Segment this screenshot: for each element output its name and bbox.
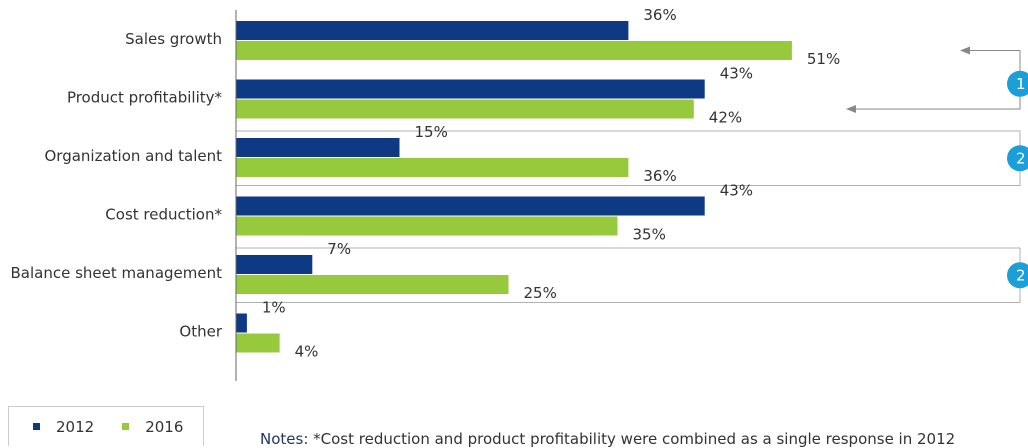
legend-swatch-2012: [33, 423, 40, 430]
value-label-2012-balance-sheet-management: 7%: [327, 240, 351, 258]
annotation-arrowhead-bottom: [846, 105, 856, 113]
annotation-badge-label-0: 1: [1016, 75, 1026, 93]
category-label-product-profitability: Product profitability*: [67, 89, 223, 107]
notes-text: *Cost reduction and product profitabilit…: [308, 430, 956, 448]
bar-2012-product-profitability: [236, 79, 705, 99]
bar-2012-balance-sheet-management: [236, 255, 313, 274]
bar-2016-cost-reduction: [236, 216, 618, 236]
annotation-bracket: [852, 50, 1021, 110]
category-label-other: Other: [179, 323, 222, 341]
bar-2012-other: [236, 313, 247, 333]
category-label-sales-growth: Sales growth: [125, 30, 222, 48]
value-label-2012-other: 1%: [262, 299, 286, 317]
bar-2016-balance-sheet-management: [236, 275, 509, 294]
value-label-2016-product-profitability: 42%: [709, 109, 742, 127]
bar-2016-organization-and-talent: [236, 158, 629, 177]
bar-2016-product-profitability: [236, 99, 694, 119]
annotation-badge-2: [1007, 262, 1028, 289]
legend-swatch-2016: [122, 423, 130, 430]
value-label-2016-sales-growth: 51%: [807, 50, 840, 68]
bar-2012-sales-growth: [236, 21, 629, 40]
notes-label: Notes:: [260, 430, 309, 448]
value-label-2016-balance-sheet-management: 25%: [524, 284, 557, 302]
category-label-balance-sheet-management: Balance sheet management: [10, 264, 222, 282]
legend: 2012 2016: [8, 406, 204, 446]
value-label-2016-other: 4%: [295, 343, 319, 361]
notes: Notes: *Cost reduction and product profi…: [260, 430, 955, 448]
category-label-cost-reduction: Cost reduction*: [105, 206, 222, 224]
legend-label-2016: 2016: [145, 417, 184, 436]
bar-2012-cost-reduction: [236, 196, 705, 216]
bar-2016-sales-growth: [236, 41, 792, 60]
annotation-arrowhead-top: [960, 46, 970, 55]
legend-item-2012: 2012: [33, 418, 94, 436]
annotation-badge-label-2: 2: [1016, 266, 1026, 284]
value-label-2016-organization-and-talent: 36%: [643, 167, 676, 185]
annotation-badge-0: [1007, 70, 1028, 97]
annotation-badge-1: [1007, 145, 1028, 172]
annotation-badge-label-1: 2: [1016, 149, 1026, 167]
category-label-organization-and-talent: Organization and talent: [44, 147, 222, 165]
bar-2012-organization-and-talent: [236, 138, 400, 157]
chart: 1 2 2 Sales growth 36% 51% Product profitabili…: [10, 6, 1028, 381]
value-label-2016-cost-reduction: 35%: [633, 226, 666, 244]
value-label-2012-product-profitability: 43%: [720, 65, 753, 83]
value-label-2012-sales-growth: 36%: [643, 6, 676, 24]
legend-label-2012: 2012: [56, 417, 95, 436]
legend-item-2016: 2016: [122, 418, 183, 436]
value-label-2012-organization-and-talent: 15%: [415, 123, 448, 141]
bar-2016-other: [236, 333, 280, 353]
value-label-2012-cost-reduction: 43%: [720, 182, 753, 200]
